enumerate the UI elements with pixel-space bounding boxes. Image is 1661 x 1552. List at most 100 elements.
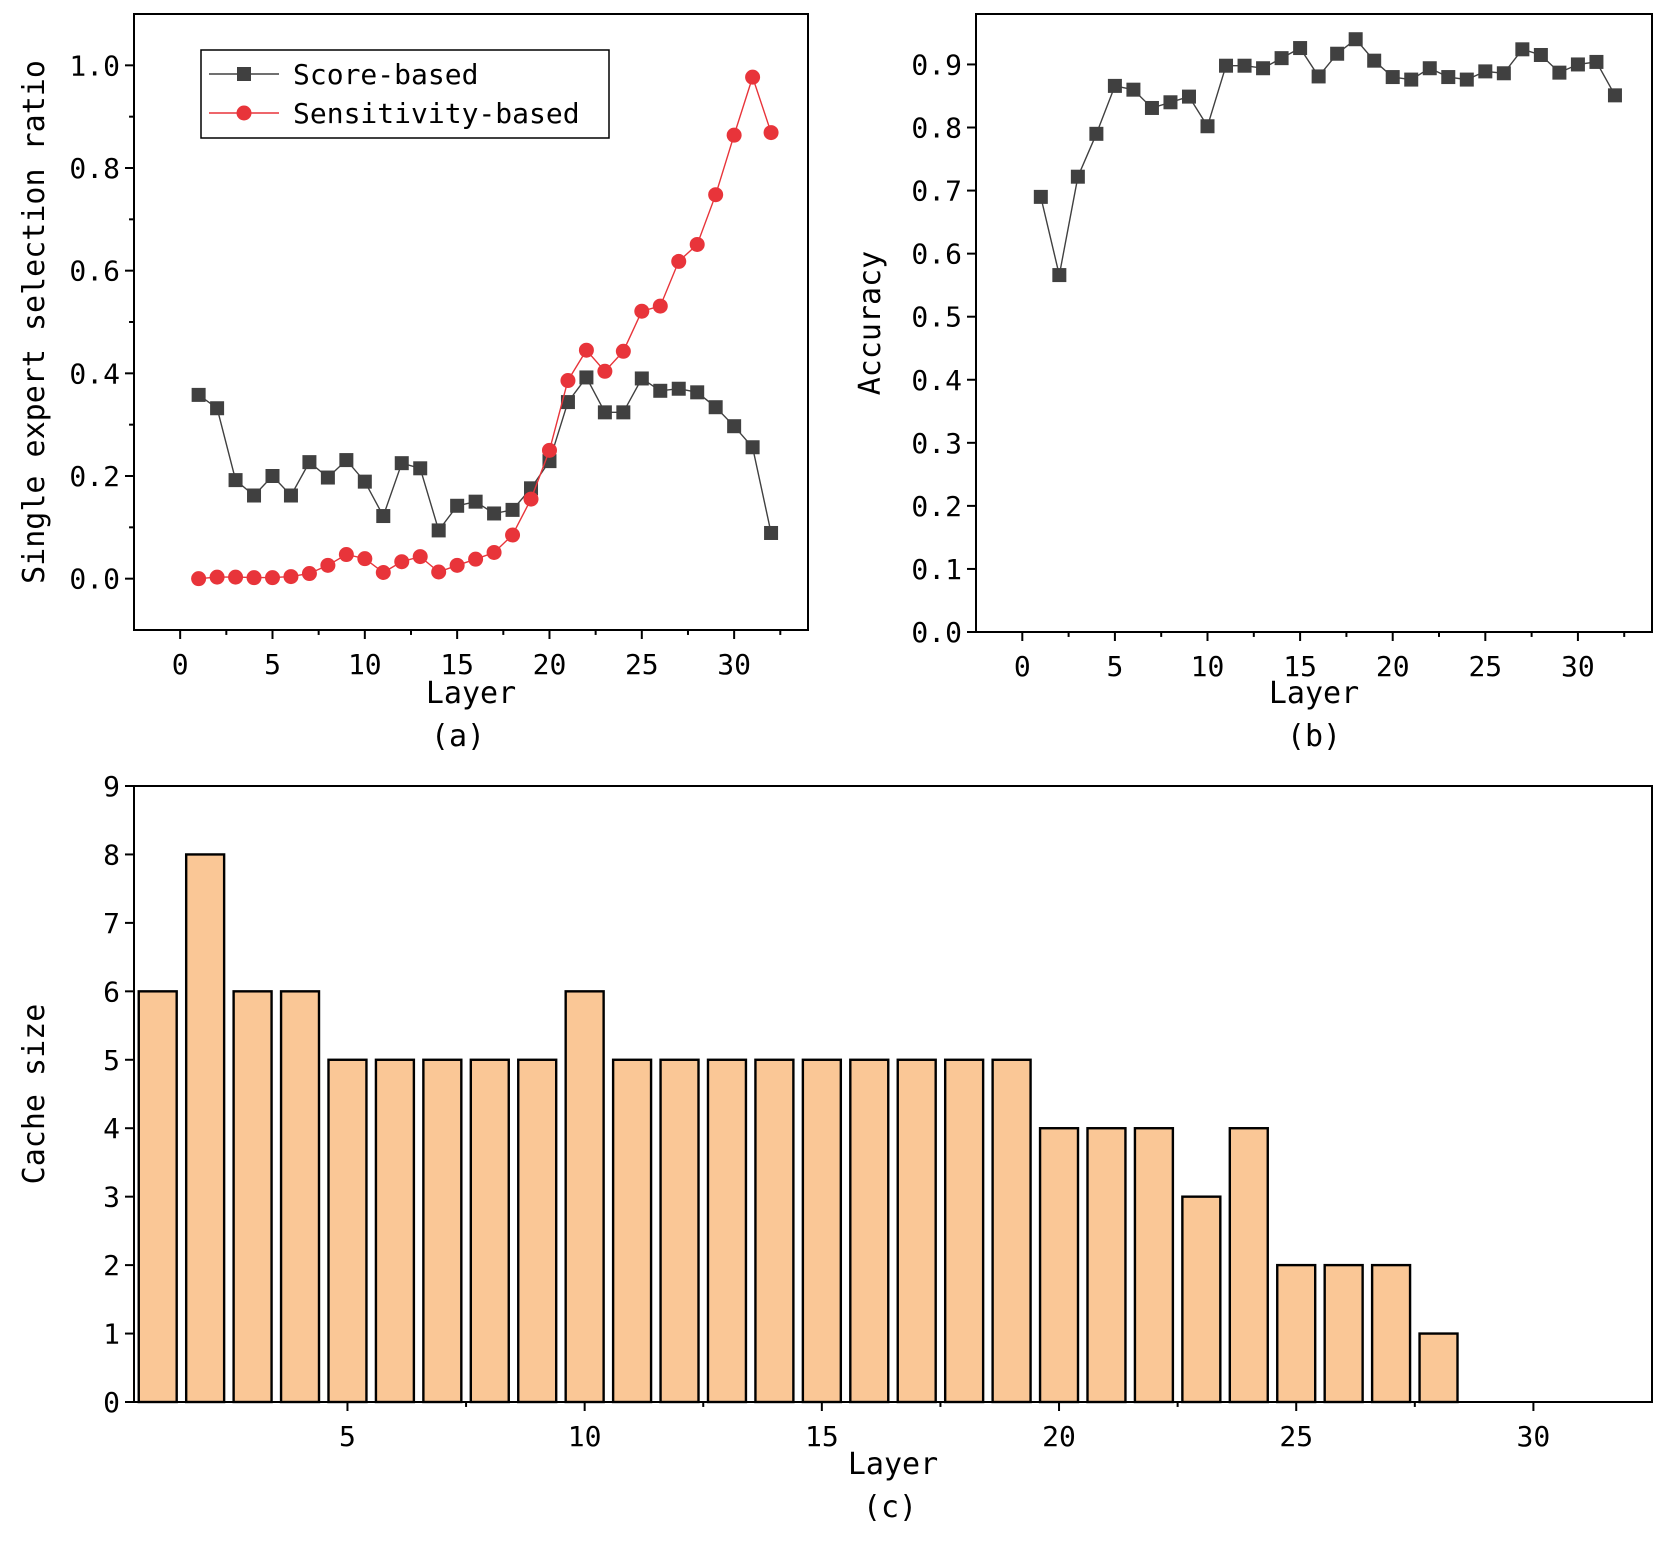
panel-c-bar [232,990,273,1404]
panel-a-y-tick-label: 0.2 [69,460,120,493]
panel-a-sensitivity-based-point [394,554,410,570]
panel-a-score-based-point [487,506,502,521]
panel-b-x-tick-label: 15 [1283,650,1317,683]
panel-a-score-based-point [468,494,483,509]
panel-c-cache-size-chart: 5 10 15 20 25 30 0 1 2 3 4 5 6 7 8 9 Layer Cache size (c) [17,770,1653,1525]
panel-b-y-tick-label: 0.8 [911,112,962,145]
panel-c-y-tick-label: 8 [103,838,120,871]
panel-b-series-1-point [1496,66,1511,81]
panel-a-score-based-point [708,400,723,415]
panel-a-score-based-point [191,387,206,402]
panel-c-bar [1181,1195,1222,1404]
panel-c-x-tick-label: 20 [1042,1420,1076,1453]
panel-b-series-1-point [1330,46,1345,61]
panel-a-sensitivity-based-point [264,570,280,586]
panel-b-y-axis-title: Accuracy [853,251,888,396]
panel-a-score-based-point [376,509,391,524]
panel-b-x-tick-label: 25 [1468,650,1502,683]
panel-b-caption: (b) [1287,719,1341,754]
panel-c-x-tick-label: 25 [1279,1420,1313,1453]
panel-b-series-1-line [1040,38,1616,276]
panel-c-bar [137,990,178,1404]
panel-a-x-axis-title: Layer [426,676,516,711]
panel-b-x-axis-title: Layer [1269,676,1359,711]
panel-c-bar [184,853,226,1404]
panel-a-x-tick-label: 0 [172,648,189,681]
panel-a-y-axis-title: Single expert selection ratio [17,60,52,584]
panel-c-y-tick-label: 3 [103,1181,120,1214]
panel-a-legend-sensitivity-based-label: Sensitivity-based [293,97,580,130]
panel-a-score-based-point [302,455,317,470]
panel-a-score-based-point [764,525,779,540]
panel-a-sensitivity-based-point [615,343,631,359]
panel-c-bar [1323,1263,1364,1404]
panel-b-series-1-point [1478,64,1493,79]
panel-c-bar [374,1058,416,1404]
panel-a-sensitivity-based-point [191,571,207,587]
panel-c-y-tick-label: 6 [103,975,120,1008]
panel-b-series-1-point [1052,268,1067,283]
panel-a-legend-score-based-label: Score-based [293,58,478,91]
panel-a-x-tick-label: 30 [717,648,751,681]
panel-b-series-1-point [1422,61,1437,76]
panel-a-sensitivity-based-point [597,363,613,379]
panel-a-score-based-point [210,401,225,416]
panel-a-y-tick-label: 0.8 [69,152,120,185]
panel-c-bar [706,1058,748,1404]
panel-a-sensitivity-based-point [689,236,705,252]
panel-a-sensitivity-based-point [468,551,484,567]
panel-a-sensitivity-based-point [338,547,354,563]
panel-b-y-tick-label: 0.0 [911,616,962,649]
panel-b-series-1-point [1404,72,1419,87]
panel-a-score-based-point [671,381,686,396]
panel-b-series-1-point [1348,32,1363,47]
panel-c-y-axis-title: Cache size [17,1004,52,1185]
panel-a-score-based-point [653,383,668,398]
panel-a-score-based-point [339,453,354,468]
panel-a-sensitivity-based-point [431,564,447,580]
panel-a-score-based-point [394,456,409,471]
panel-c-y-tick-label: 0 [103,1386,120,1419]
panel-b-series-1-point [1515,42,1530,57]
panel-a-x-tick-label: 5 [264,648,281,681]
panel-b-y-tick-label: 0.9 [911,48,962,81]
panel-a-score-based-point [320,470,335,485]
panel-b-series-1-point [1441,70,1456,85]
panel-c-bar [1086,1127,1127,1404]
panel-b-series-1-point [1089,126,1104,141]
panel-a-sensitivity-based-point [726,127,742,143]
panel-a-sensitivity-based-point [209,569,225,585]
panel-a-sensitivity-based-point [412,549,428,565]
panel-b-series-1-point [1367,53,1382,68]
panel-b-series-1-point [1293,41,1308,56]
panel-b-y-tick-label: 0.5 [911,301,962,334]
panel-b-x-tick-label: 10 [1191,650,1225,683]
panel-a-x-tick-label: 15 [440,648,474,681]
panel-b-series-1-point [1070,169,1085,184]
panel-a-sensitivity-based-point [541,442,557,458]
panel-c-y-tick-label: 5 [103,1044,120,1077]
panel-b-x-tick-label: 20 [1376,650,1410,683]
panel-c-x-axis-title: Layer [848,1447,938,1482]
panel-b-y-tick-label: 0.2 [911,490,962,523]
panel-c-bar [801,1058,843,1404]
panel-b-series-1-point [1274,51,1289,66]
panel-c-y-tick-label: 1 [103,1318,120,1351]
panel-b-series-1-point [1385,70,1400,85]
panel-a-score-based-point [450,498,465,513]
panel-b-series-1-point [1200,119,1215,134]
panel-c-x-tick-label: 10 [568,1420,602,1453]
panel-b-series-1-point [1459,72,1474,87]
panel-c-y-tick-label: 9 [103,770,120,803]
panel-b-series-1-point [1570,57,1585,72]
panel-a-legend-box [200,49,610,139]
panel-b-y-tick-label: 0.3 [911,427,962,460]
panel-a-sensitivity-based-point [560,373,576,389]
panel-a-sensitivity-based-point [505,527,521,543]
panel-a-sensitivity-based-point [708,187,724,203]
panel-a-sensitivity-based-point [375,565,391,581]
panel-a-caption: (a) [431,719,485,754]
panel-a-sensitivity-based-point [283,569,299,585]
panel-b-series-1-point [1256,61,1271,76]
